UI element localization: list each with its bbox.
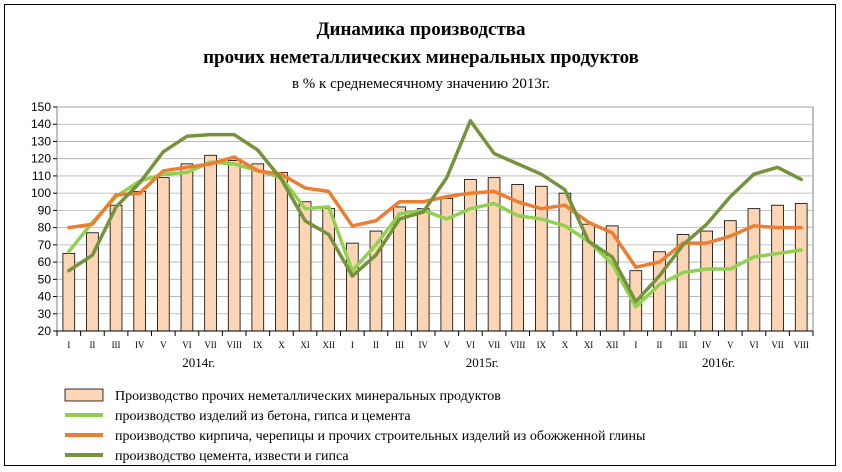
bar <box>322 208 335 332</box>
bar <box>794 203 808 332</box>
bar <box>487 177 501 332</box>
x-tick-label: VIII <box>226 340 242 350</box>
x-tick-label: XI <box>300 340 310 350</box>
legend-label: производство изделий из бетона, гипса и … <box>115 409 411 424</box>
line-series-1 <box>67 160 803 309</box>
x-tick-label: IV <box>418 340 428 350</box>
bar <box>700 230 713 332</box>
y-tick-label: 130 <box>31 134 51 148</box>
x-tick-label: I <box>634 340 637 350</box>
chart-title-line-2: прочих неметаллических минеральных проду… <box>203 47 639 68</box>
x-tick-label: VII <box>488 340 501 350</box>
y-tick-label: 40 <box>38 290 52 304</box>
bar <box>109 204 123 332</box>
year-label: 2016г. <box>702 355 735 370</box>
chart-frame: Динамика производства прочих неметалличе… <box>4 4 836 466</box>
x-tick-label: II <box>373 340 379 350</box>
bar <box>227 160 241 332</box>
year-label: 2014г. <box>182 355 215 370</box>
x-tick-label: VIII <box>793 340 809 350</box>
legend-swatch-bar <box>64 388 104 402</box>
x-tick-label: V <box>444 340 451 350</box>
bar <box>133 191 146 332</box>
legend-label: Производство прочих неметаллических мине… <box>115 389 501 404</box>
x-tick-label: XII <box>606 340 619 350</box>
x-tick-label: X <box>562 340 569 350</box>
bar <box>204 154 217 332</box>
x-tick-label: VI <box>466 340 476 350</box>
y-axis: 20 30 40 50 60 70 80 90 100 110 120 130 140 150 <box>31 100 57 338</box>
y-tick-label: 50 <box>38 272 52 286</box>
x-tick-label: VII <box>204 340 217 350</box>
y-tick-label: 20 <box>38 324 52 338</box>
year-label: 2015г. <box>466 355 499 370</box>
bar <box>275 172 288 332</box>
line-series <box>67 119 803 309</box>
line-series-2 <box>67 155 803 269</box>
bar <box>464 178 477 332</box>
x-tick-label: XI <box>584 340 594 350</box>
x-tick-label: III <box>679 340 688 350</box>
x-tick-label: IV <box>135 340 145 350</box>
grid <box>56 106 814 332</box>
x-tick-label: II <box>89 340 95 350</box>
plot-area <box>56 106 814 332</box>
bar <box>416 208 430 332</box>
x-tick-label: X <box>278 340 285 350</box>
x-tick-label: V <box>727 340 734 350</box>
x-tick-label: IX <box>537 340 547 350</box>
y-tick-label: 150 <box>31 100 51 114</box>
x-tick-label: VIII <box>510 340 526 350</box>
y-tick-label: 70 <box>38 238 52 252</box>
legend-label: производство кирпича, черепицы и прочих … <box>115 429 646 444</box>
x-tick-label: III <box>395 340 404 350</box>
y-tick-label: 80 <box>38 221 52 235</box>
bar <box>251 163 265 332</box>
x-axis: I II III IV V VI VII VIII IX X XI XII I II III IV V VI VII… <box>56 330 814 370</box>
y-tick-label: 60 <box>38 255 52 269</box>
y-tick-label: 120 <box>31 152 51 166</box>
y-tick-label: 110 <box>32 169 51 183</box>
line-series-3 <box>67 119 803 304</box>
chart-title-line-1: Динамика производства <box>316 19 526 40</box>
bar <box>771 204 784 332</box>
chart: Динамика производства прочих неметалличе… <box>31 19 814 464</box>
x-tick-label: I <box>351 340 354 350</box>
x-tick-label: VII <box>771 340 784 350</box>
chart-subtitle: в % к среднемесячному значению 2013г. <box>292 76 550 92</box>
x-tick-label: II <box>656 340 662 350</box>
legend-label: производство цемента, извести и гипса <box>115 449 349 464</box>
x-tick-label: I <box>67 340 70 350</box>
bar <box>62 253 76 332</box>
bar <box>180 163 194 332</box>
legend: Производство прочих неметаллических мине… <box>64 388 646 464</box>
bar <box>511 184 524 332</box>
y-tick-label: 90 <box>38 203 52 217</box>
bar <box>558 192 572 332</box>
x-tick-label: V <box>160 340 167 350</box>
y-tick-label: 140 <box>31 117 51 131</box>
x-tick-label: III <box>112 340 121 350</box>
x-tick-label: IX <box>253 340 263 350</box>
bar <box>157 177 170 332</box>
y-tick-label: 30 <box>38 307 52 321</box>
x-tick-label: IV <box>702 340 712 350</box>
x-tick-label: XII <box>322 340 335 350</box>
x-tick-label: VI <box>182 340 192 350</box>
x-tick-label: VI <box>749 340 759 350</box>
y-tick-label: 100 <box>31 186 51 200</box>
